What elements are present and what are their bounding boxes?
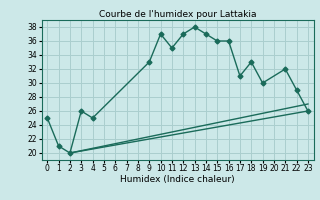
X-axis label: Humidex (Indice chaleur): Humidex (Indice chaleur) [120,175,235,184]
Title: Courbe de l'humidex pour Lattakia: Courbe de l'humidex pour Lattakia [99,10,256,19]
